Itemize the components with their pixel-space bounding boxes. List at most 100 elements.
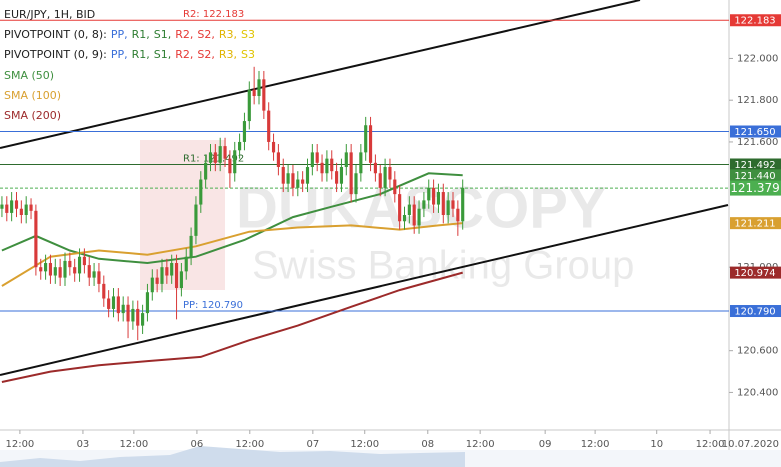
candle-body <box>238 141 242 151</box>
x-tick-label: 12:00 <box>466 439 495 450</box>
candle-body <box>213 152 217 163</box>
candle-body <box>407 204 411 215</box>
date-label: 10.07.2020 <box>722 439 779 450</box>
candle-body <box>0 204 4 209</box>
y-tick-label: 120.600 <box>737 346 778 357</box>
pivot-legend-part: S3 <box>241 28 255 41</box>
price-tag-label: 120.974 <box>734 268 775 279</box>
candle-body <box>320 162 324 174</box>
candle-body <box>456 208 460 222</box>
pivot-legend-part: R2, <box>175 48 193 61</box>
candle-body <box>170 263 174 276</box>
candle-body <box>286 173 290 184</box>
candle-body <box>145 292 150 314</box>
x-tick-label: 12:00 <box>350 439 379 450</box>
candle-body <box>344 152 348 167</box>
candle-body <box>412 204 416 226</box>
candle-body <box>19 208 23 215</box>
candle-body <box>325 158 329 174</box>
trend-line-lower <box>0 204 729 376</box>
pivot-legend-part: R1, <box>132 28 150 41</box>
candle-body <box>393 179 397 195</box>
candle-body <box>257 79 261 97</box>
candle-body <box>97 271 101 284</box>
candle-body <box>427 187 431 201</box>
candle-body <box>291 173 295 188</box>
candle-body <box>136 308 140 326</box>
candle-body <box>301 179 305 184</box>
price-tag <box>730 180 781 196</box>
candle-body <box>276 152 280 167</box>
y-tick-label: 121.800 <box>737 95 778 106</box>
candle-body <box>116 296 120 314</box>
x-tick-label: 08 <box>421 439 434 450</box>
x-tick-label: 06 <box>191 439 204 450</box>
candle-body <box>102 283 106 299</box>
candle-body <box>335 171 339 184</box>
sma-line <box>1 271 463 383</box>
pivot-legend-name: PIVOTPOINT (0, 8): <box>4 28 107 41</box>
candle-body <box>121 304 125 314</box>
candle-body <box>398 194 402 222</box>
instrument-header: EUR/JPY, 1H, BID <box>4 8 95 21</box>
candle-body <box>150 277 154 293</box>
candle-body <box>34 210 38 268</box>
candle-body <box>446 200 450 215</box>
x-tick-label: 09 <box>539 439 552 450</box>
candle-body <box>126 304 130 322</box>
price-tag <box>730 217 781 230</box>
price-tag <box>730 125 781 138</box>
candle-body <box>58 267 62 278</box>
pivot-legend-part: R1, <box>132 48 150 61</box>
y-tick-label: 122.000 <box>737 53 778 64</box>
candle-body <box>388 166 392 180</box>
candle-body <box>92 271 96 278</box>
candle-body <box>63 260 67 278</box>
candle-body <box>29 204 33 211</box>
candle-body <box>432 187 436 205</box>
candle-body <box>204 162 208 180</box>
pivot-legend-name: PIVOTPOINT (0, 9): <box>4 48 107 61</box>
candle-body <box>436 192 441 205</box>
pivot-legend-part: R3, <box>219 48 237 61</box>
candle-body <box>131 308 135 322</box>
candle-body <box>179 271 183 289</box>
candle-body <box>330 158 334 172</box>
candle-body <box>242 121 247 142</box>
price-tag-label: 121.492 <box>734 160 775 171</box>
price-tag-label: 121.440 <box>734 171 775 182</box>
candle-body <box>262 79 266 111</box>
legend-entry: SMA (100) <box>4 89 61 102</box>
candle-body <box>208 152 213 163</box>
candle-body <box>174 263 179 289</box>
candle-body <box>368 125 373 163</box>
candle-body <box>184 256 188 272</box>
pivot-level-label: R2: 122.183 <box>183 9 244 20</box>
price-tag <box>730 169 781 182</box>
navigator-area <box>0 446 465 467</box>
candle-body <box>339 166 344 184</box>
pivot-level-label: PP: 120.790 <box>183 300 243 311</box>
candle-body <box>107 298 111 309</box>
candle-body <box>228 158 232 174</box>
y-tick-label: 120.400 <box>737 387 778 398</box>
price-tag <box>730 14 781 27</box>
pivot-legend-part: PP, <box>111 48 128 61</box>
price-tag-label: 121.650 <box>734 127 775 138</box>
price-tag-label: 121.211 <box>734 219 775 230</box>
candle-body <box>281 166 285 184</box>
candle-body <box>233 150 237 174</box>
candle-body <box>349 152 353 195</box>
price-tag <box>730 158 781 171</box>
x-tick-label: 12:00 <box>119 439 148 450</box>
candle-body <box>111 296 116 309</box>
candle-body <box>359 152 363 174</box>
candle-body <box>223 146 227 159</box>
candle-body <box>383 166 387 188</box>
candle-body <box>44 263 48 272</box>
candle-body <box>310 152 314 167</box>
candle-body <box>305 166 310 184</box>
candle-body <box>252 89 256 97</box>
candle-body <box>247 89 251 122</box>
